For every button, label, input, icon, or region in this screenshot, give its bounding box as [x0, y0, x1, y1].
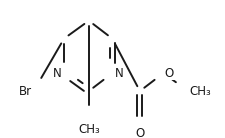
Text: CH₃: CH₃ [78, 123, 99, 136]
Text: O: O [164, 67, 173, 80]
Text: CH₃: CH₃ [189, 85, 210, 98]
Text: N: N [115, 67, 123, 80]
Text: O: O [135, 127, 144, 138]
Text: Br: Br [19, 85, 32, 98]
Text: N: N [52, 67, 61, 80]
